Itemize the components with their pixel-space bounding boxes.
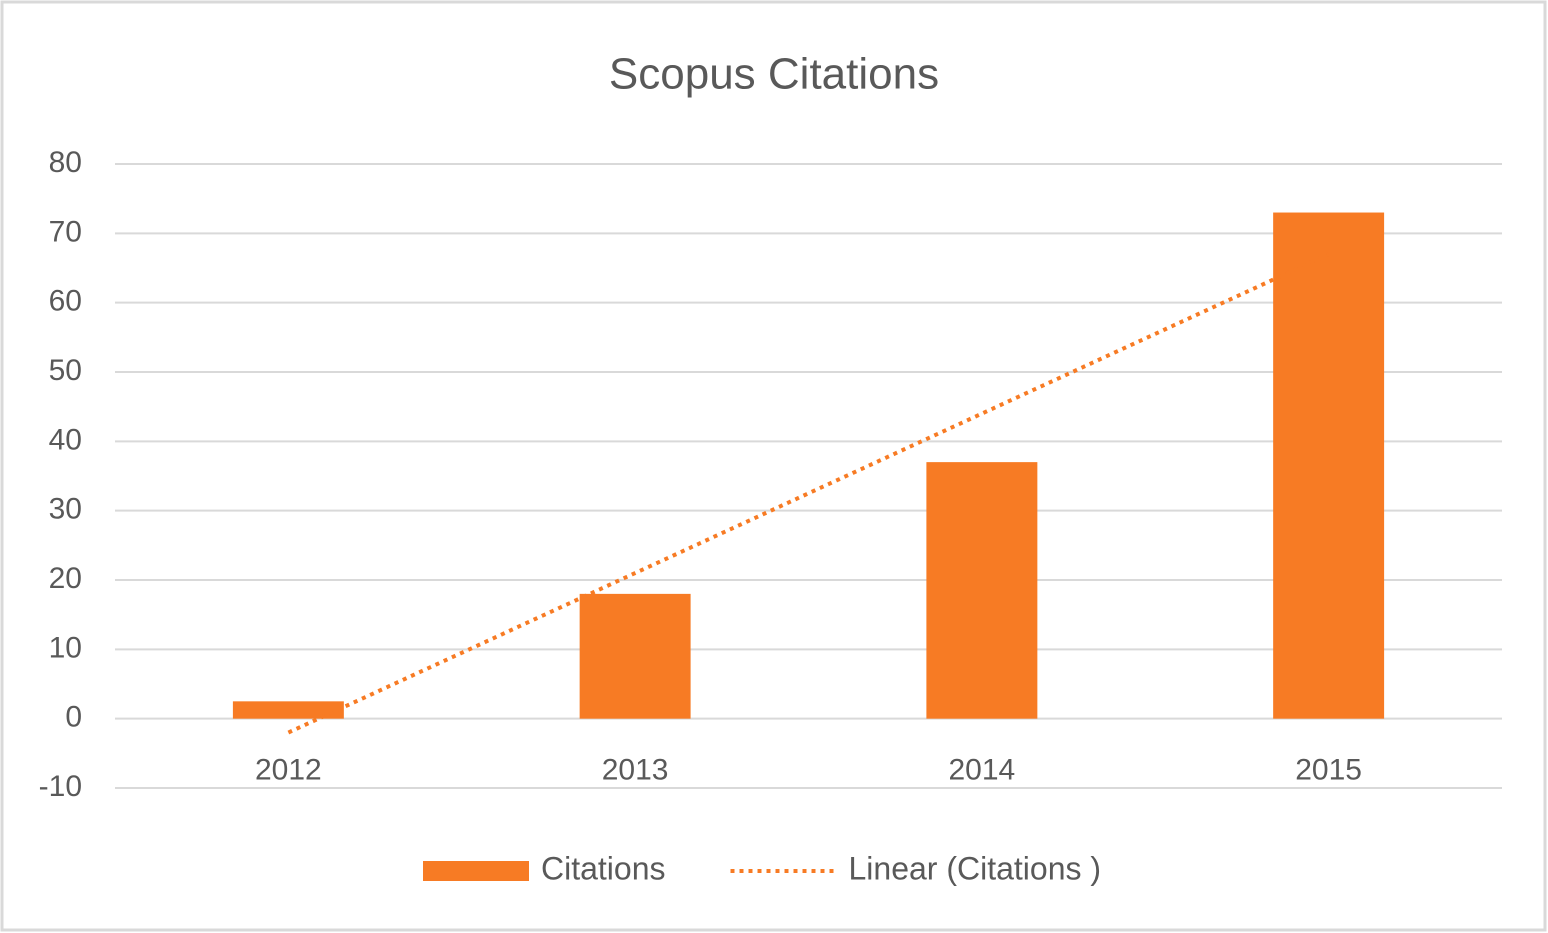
y-tick-label: 70 (49, 215, 82, 248)
legend-swatch (423, 861, 529, 881)
y-tick-label: -10 (39, 770, 82, 803)
y-tick-label: 10 (49, 631, 82, 664)
legend-label: Citations (541, 850, 666, 886)
bar (232, 701, 344, 719)
x-tick-label: 2015 (1295, 754, 1362, 787)
chart-title: Scopus Citations (609, 50, 939, 99)
y-tick-label: 40 (49, 423, 82, 456)
x-tick-label: 2012 (255, 754, 322, 787)
y-tick-label: 30 (49, 493, 82, 526)
y-tick-label: 20 (49, 562, 82, 595)
x-tick-label: 2014 (949, 754, 1016, 787)
y-tick-label: 80 (49, 146, 82, 179)
bar (579, 593, 691, 719)
bar (926, 462, 1038, 719)
y-tick-label: 0 (65, 701, 82, 734)
x-tick-label: 2013 (602, 754, 669, 787)
y-tick-label: 60 (49, 285, 82, 318)
bar (1273, 212, 1385, 719)
legend-label: Linear (Citations ) (849, 850, 1102, 886)
trendline (287, 252, 1330, 735)
y-tick-label: 50 (49, 354, 82, 387)
